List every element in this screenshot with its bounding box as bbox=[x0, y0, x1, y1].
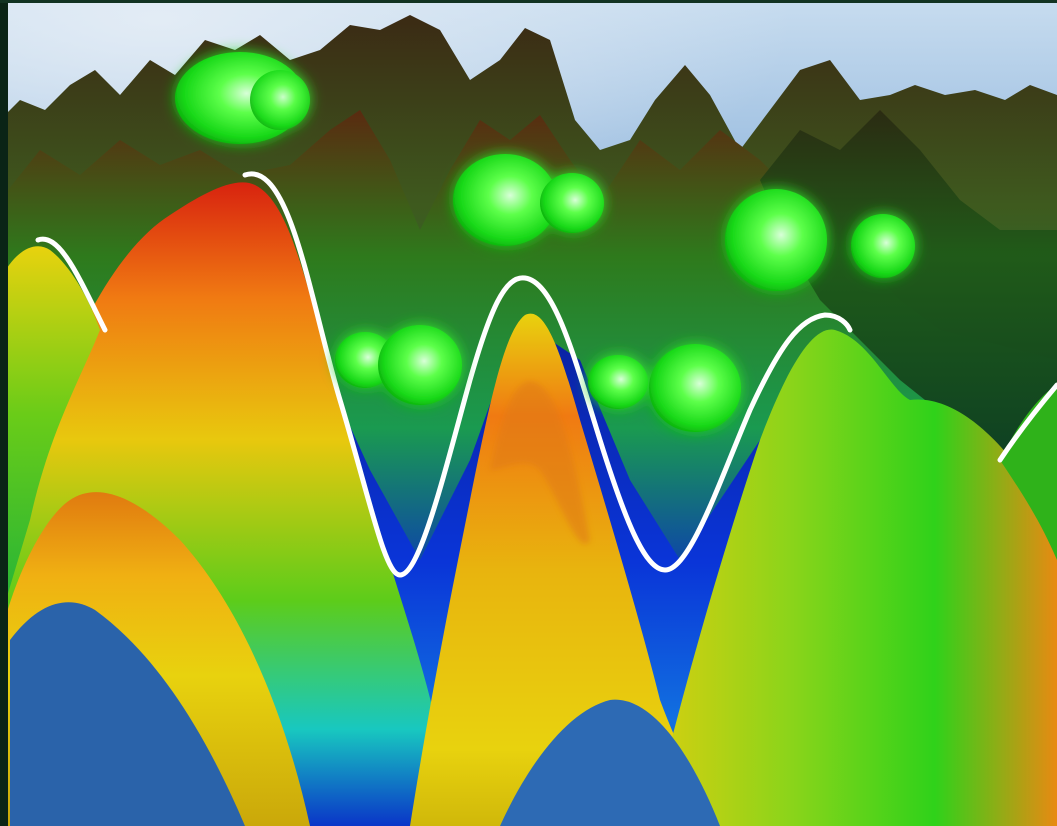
atom-single-icon bbox=[851, 214, 915, 278]
right-edge-peak bbox=[1000, 385, 1057, 560]
right-peak bbox=[650, 329, 1057, 826]
atom-pair-icon bbox=[588, 344, 741, 432]
atom-single-icon bbox=[175, 52, 310, 144]
foreground-valley-left bbox=[10, 602, 245, 826]
left-frame-border bbox=[0, 0, 8, 826]
atom-single-icon bbox=[725, 189, 827, 291]
center-peak bbox=[410, 313, 740, 826]
foreground-valley-center bbox=[500, 699, 720, 826]
top-frame-border bbox=[0, 0, 1057, 3]
right-hills bbox=[760, 110, 1057, 470]
atom-pair-icon bbox=[453, 154, 604, 246]
left-edge-peak bbox=[0, 246, 100, 620]
wave-curve bbox=[35, 171, 1057, 578]
atom-pair-icon bbox=[335, 325, 462, 405]
center-peak-ridge bbox=[490, 381, 590, 544]
